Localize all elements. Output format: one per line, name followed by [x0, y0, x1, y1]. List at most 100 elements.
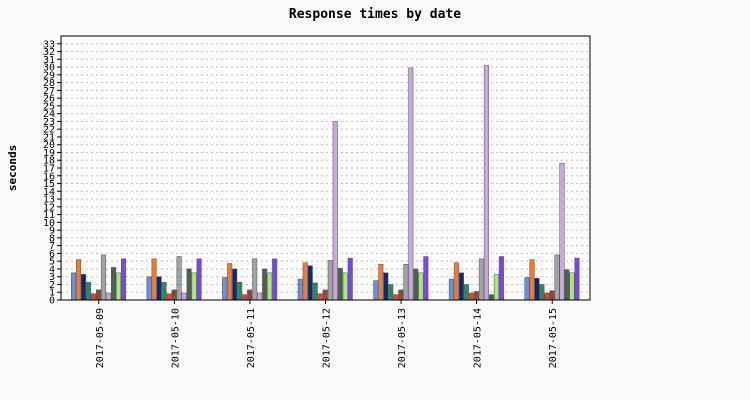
x-tick-label: 2017-05-09 [95, 308, 106, 368]
bar [388, 284, 394, 301]
bar [101, 254, 107, 301]
bar [232, 268, 238, 301]
bar [297, 278, 303, 301]
bar [196, 258, 202, 301]
x-tick-label: 2017-05-15 [548, 308, 559, 368]
bar [317, 293, 323, 301]
bar [478, 258, 484, 301]
y-tick-label: 10 [43, 218, 55, 229]
bar [539, 284, 545, 301]
bar [498, 256, 504, 301]
bar [332, 121, 338, 301]
bar [342, 272, 348, 301]
bar [554, 254, 560, 301]
y-tick-label: 6 [49, 249, 55, 260]
y-tick-label: 21 [43, 132, 55, 143]
bar [423, 256, 429, 301]
y-tick-label: 27 [43, 86, 55, 97]
bar [398, 289, 404, 301]
plot-border [60, 35, 591, 301]
bar [81, 274, 87, 301]
bar [181, 292, 187, 301]
y-tick-label: 0 [49, 296, 55, 307]
bar [186, 268, 192, 301]
y-tick-label: 16 [43, 171, 55, 182]
y-tick-label: 12 [43, 202, 55, 213]
bar [564, 269, 570, 301]
bar [574, 257, 580, 301]
bar [337, 267, 343, 301]
bar [524, 277, 530, 301]
bar [493, 274, 499, 301]
bar [222, 277, 228, 301]
bar [463, 284, 469, 301]
bar [559, 163, 565, 301]
y-tick-label: 4 [49, 264, 55, 275]
y-tick-label: 29 [43, 70, 55, 81]
bar [307, 265, 313, 301]
x-tick-label: 2017-05-12 [322, 308, 333, 368]
bar [247, 289, 253, 301]
bar [111, 267, 117, 301]
bar [272, 258, 278, 301]
bar [191, 272, 197, 301]
bar [458, 272, 464, 301]
y-tick-label: 17 [43, 164, 55, 175]
y-tick-label: 9 [49, 226, 55, 237]
bar [161, 281, 167, 301]
y-tick-label: 18 [43, 156, 55, 167]
bar [176, 256, 182, 301]
bar [403, 264, 409, 301]
bar [453, 262, 459, 301]
bar [156, 276, 162, 301]
bar [383, 272, 389, 301]
bar [267, 272, 273, 301]
y-tick-label: 8 [49, 233, 55, 244]
bar [76, 259, 82, 301]
bar [544, 292, 550, 301]
bar [262, 268, 268, 301]
x-tick-label: 2017-05-10 [170, 308, 181, 368]
x-tick-labels: 2017-05-09 2017-05-10 2017-05-11 2017-05-12… [95, 308, 559, 368]
bar [468, 292, 474, 301]
y-tick-label: 1 [49, 288, 55, 299]
bar [529, 259, 535, 301]
bar [96, 289, 102, 301]
y-tick-labels: 0123456789101112131415161718192021222324… [43, 39, 55, 306]
y-tick-label: 13 [43, 195, 55, 206]
bar [448, 278, 454, 301]
bar [534, 278, 540, 301]
bar [237, 281, 243, 301]
y-tick-label: 2 [49, 280, 55, 291]
bar [302, 262, 308, 301]
y-tick-label: 33 [43, 39, 55, 50]
bar [378, 264, 384, 301]
chart-title: Response times by date [289, 7, 461, 22]
bar [549, 290, 555, 301]
y-tick-label: 3 [49, 272, 55, 283]
y-tick-label: 24 [43, 109, 55, 120]
y-tick-label: 20 [43, 140, 55, 151]
y-tick-label: 7 [49, 241, 55, 252]
y-axis-label: seconds [6, 145, 19, 191]
bar [393, 294, 399, 301]
bar [71, 272, 77, 301]
x-tick-label: 2017-05-13 [397, 308, 408, 368]
bar [322, 289, 328, 301]
bar [327, 260, 333, 301]
bar [347, 257, 353, 301]
y-tick-label: 32 [43, 47, 55, 58]
y-tick-label: 26 [43, 94, 55, 105]
y-tick-label: 11 [43, 210, 55, 221]
bar [413, 268, 419, 301]
bar [106, 292, 112, 301]
bar [146, 276, 152, 301]
y-tick-label: 31 [43, 55, 55, 66]
bar [257, 292, 263, 301]
bar [252, 258, 258, 301]
y-tick-label: 5 [49, 257, 55, 268]
y-tick-label: 25 [43, 101, 55, 112]
y-tick-label: 22 [43, 125, 55, 136]
bar [166, 293, 172, 301]
